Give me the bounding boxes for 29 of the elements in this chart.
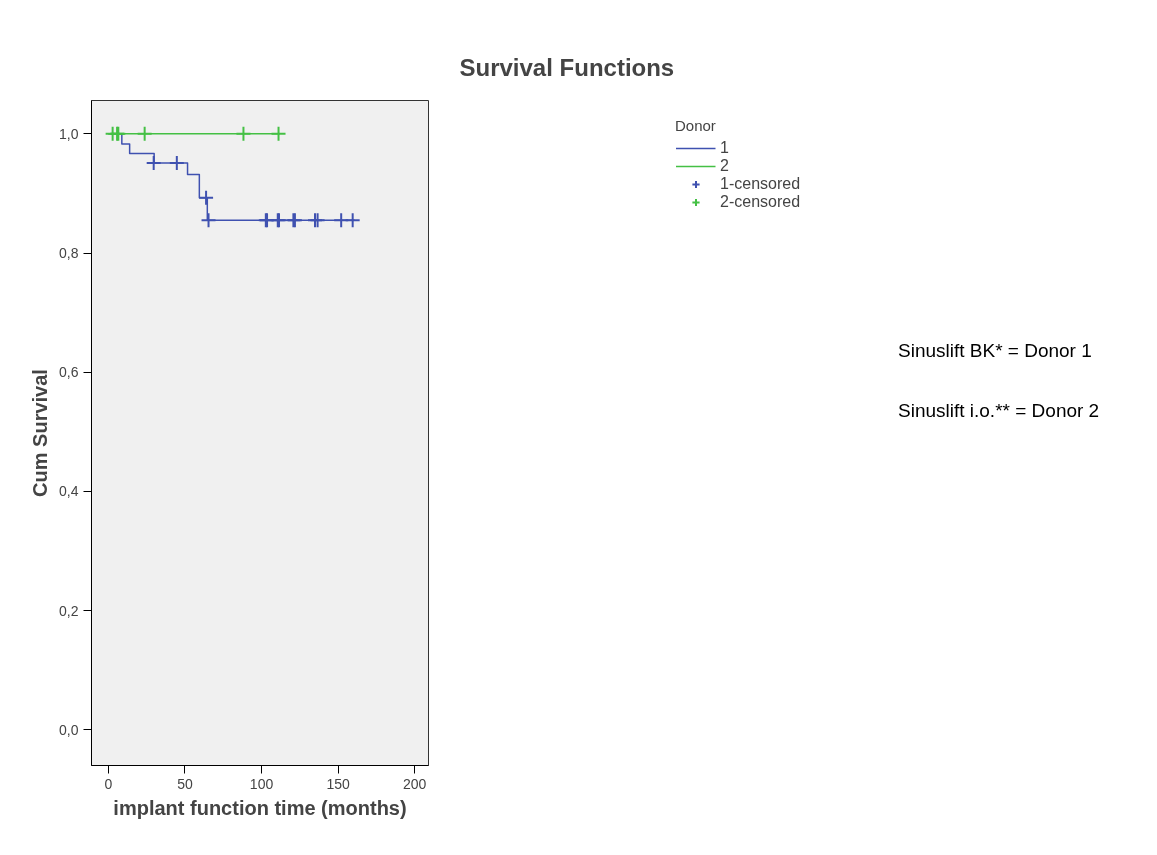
point [145,155,162,172]
y-tick-label: 0,8 [59,245,79,262]
y-tick-label: 0,2 [59,602,79,619]
x-tick-label: 200 [403,775,427,792]
y-tick-label: 1,0 [59,125,79,142]
y-axis-title: Cum Survival [29,369,52,497]
point [270,125,287,142]
point [200,212,217,229]
x-axis-title: implant function time (months) [113,796,407,819]
x-tick-label: 0 [104,775,113,792]
legend-label: 2 [720,157,730,175]
y-tick-label: 0,4 [59,483,79,500]
point [235,125,252,142]
text: Sinuslift BK* = Donor 1 [898,339,1092,363]
x-tick-label: 50 [177,775,193,792]
x-tick-label: 100 [249,775,274,792]
point [344,212,361,229]
y-tick-label: 0,6 [59,364,79,381]
text: Sinuslift i.o.** = Donor 2 [898,399,1100,423]
x-tick-label: 150 [326,775,351,792]
y-tick-label: 0,0 [59,721,79,738]
point [136,125,153,142]
text: Survival Functions [459,53,675,81]
point [168,155,185,172]
point [198,189,215,206]
legend-title: Donor [675,117,717,134]
legend-label: 2-censored [720,193,802,211]
legend-label: 1-censored [720,175,802,193]
legend-label: 1 [720,139,730,157]
